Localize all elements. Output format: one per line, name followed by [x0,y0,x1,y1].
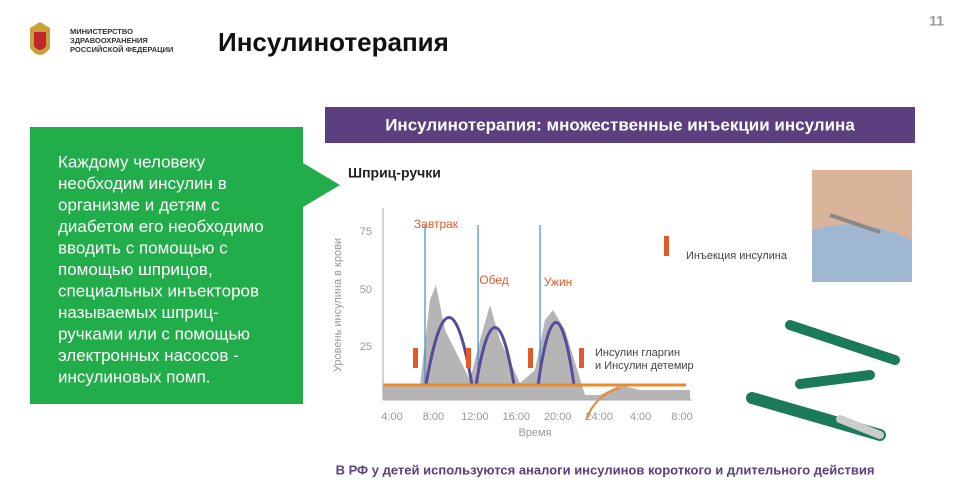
x-tick-label: 12:00 [461,411,489,423]
x-tick-label: 4:00 [630,411,651,423]
callout-line: вводить с помощью с [58,238,228,257]
callout-line: необходим инсулин в [58,174,227,193]
x-tick-label: 20:00 [544,411,572,423]
callout-line: специальных инъекторов [58,281,259,300]
callout-line: помощью шприцов, [58,260,213,279]
y-tick-label: 75 [360,226,372,238]
ticks: 75 50 25 4:00 8:00 12:00 16:00 20:00 24:00 4:00 8:… [360,226,693,423]
insulin-curve [474,326,516,386]
meal-label: Обед [479,273,508,287]
injection-photo [812,170,912,282]
x-tick-label: 4:00 [381,411,402,423]
glucose-area [383,285,690,400]
callout-line: инсулиновых помп. [58,367,211,386]
callout-line: организме и детям с [58,195,220,214]
x-tick-label: 8:00 [671,411,692,423]
panel-subtitle: Шприц-ручки [348,165,441,181]
callout-box [30,127,340,404]
page-number: 11 [929,13,944,29]
callout-line: называемых шприц- [58,303,219,322]
panel-header [325,107,915,143]
ministry-line: ЗДРАВООХРАНЕНИЯ [70,36,148,45]
diagram [382,208,692,421]
callout-line: ручками или с помощью [58,324,250,343]
x-axis-label: Время [518,427,551,439]
meal-label: Ужин [544,275,573,289]
panel-title: Инсулинотерапия: множественные инъекции … [385,115,855,134]
basal-legend: и Инсулин детемир [595,360,694,372]
x-tick-label: 16:00 [503,411,531,423]
injection-legend: Инъекция инсулина [686,250,788,262]
callout-text: Каждому человеку необходим инсулин в орган… [58,152,264,386]
ministry-line: РОССИЙСКОЙ ФЕДЕРАЦИИ [70,45,173,54]
insulin-curve [536,321,576,386]
ministry-line: МИНИСТЕРСТВО [70,27,133,36]
x-tick-label: 24:00 [585,411,613,423]
callout-line: Каждому человеку [58,152,205,171]
y-axis-label: Уровень инсулина в крови [332,238,344,372]
slide-title: Инсулинотерапия [218,27,449,57]
callout-line: электронных насосов - [58,346,239,365]
meal-label: Завтрак [414,217,459,231]
x-tick-label: 8:00 [423,411,444,423]
basal-legend: Инсулин гларгин [595,347,680,359]
syringes [413,236,669,368]
emblem [30,22,50,55]
callout-line: диабетом его необходимо [58,217,264,236]
pens [746,320,900,441]
footer-note: В РФ у детей используются аналоги инсули… [336,462,875,477]
y-tick-label: 50 [360,284,372,296]
y-tick-label: 25 [360,341,372,353]
